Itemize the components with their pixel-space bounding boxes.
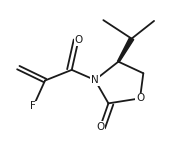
Text: O: O xyxy=(136,93,144,103)
Polygon shape xyxy=(117,38,134,62)
Text: O: O xyxy=(96,122,104,132)
Text: N: N xyxy=(91,75,99,85)
Text: F: F xyxy=(30,101,36,111)
Text: O: O xyxy=(74,35,82,45)
